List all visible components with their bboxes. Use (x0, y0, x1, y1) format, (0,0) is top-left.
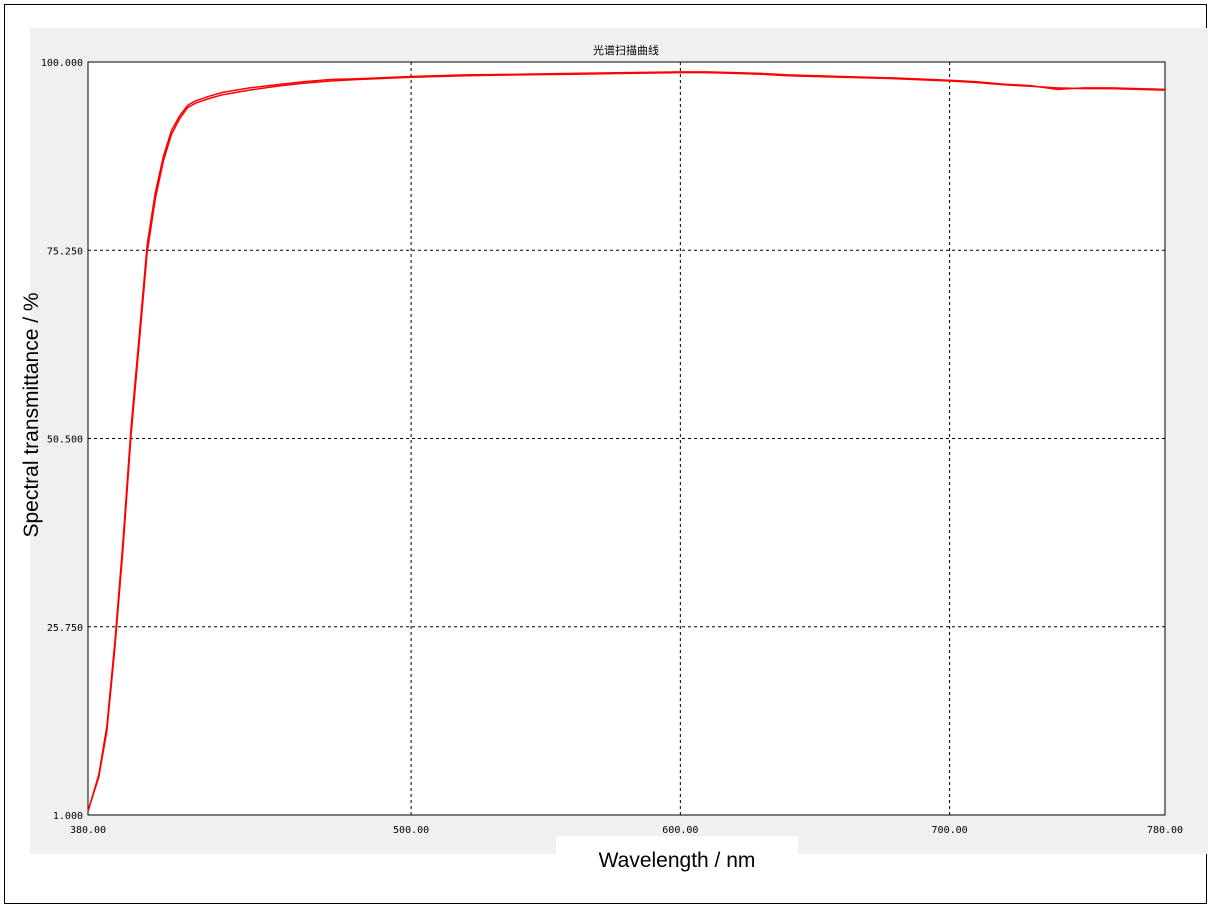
chart-title: 光谱扫描曲线 (593, 43, 659, 57)
x-tick-label: 500.00 (393, 825, 429, 836)
y-tick-labels: 1.000 25.750 50.500 75.250 100.000 (41, 58, 83, 822)
y-tick-label: 100.000 (41, 58, 83, 69)
series-layer (87, 71, 1166, 812)
y-tick-label: 50.500 (47, 435, 83, 446)
x-tick-label: 700.00 (932, 825, 968, 836)
series-line-2 (87, 71, 1166, 812)
y-tick-label: 75.250 (47, 246, 83, 257)
y-tick-label: 25.750 (47, 623, 83, 634)
x-tick-labels: 380.00 500.00 600.00 700.00 780.00 (70, 825, 1183, 836)
x-tick-label: 380.00 (70, 825, 106, 836)
x-axis-title-box (556, 836, 798, 884)
plot-area (87, 61, 1166, 816)
y-tick-label: 1.000 (53, 811, 83, 822)
x-tick-label: 780.00 (1147, 825, 1183, 836)
y-axis-title: Spectral transmittance / % (20, 292, 43, 537)
x-tick-label: 600.00 (662, 825, 698, 836)
